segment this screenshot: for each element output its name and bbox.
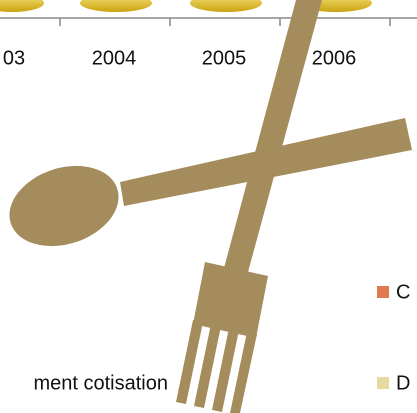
legend-swatch	[377, 377, 389, 389]
x-tick-label: 2006	[312, 47, 357, 69]
legend-label: D	[396, 372, 410, 394]
screenshot: 03 2004 2005 2006 C D ment cotisation	[0, 0, 417, 413]
x-tick-label: 03	[3, 47, 25, 69]
fork-icon	[176, 0, 322, 413]
legend-swatch	[377, 286, 389, 298]
annotation: ment cotisation	[33, 372, 168, 394]
x-axis	[0, 18, 417, 26]
x-tick-label: 2004	[92, 47, 137, 69]
legend-label: C	[396, 281, 410, 303]
spoon-icon	[0, 118, 412, 259]
x-tick-label: 2005	[202, 47, 247, 69]
